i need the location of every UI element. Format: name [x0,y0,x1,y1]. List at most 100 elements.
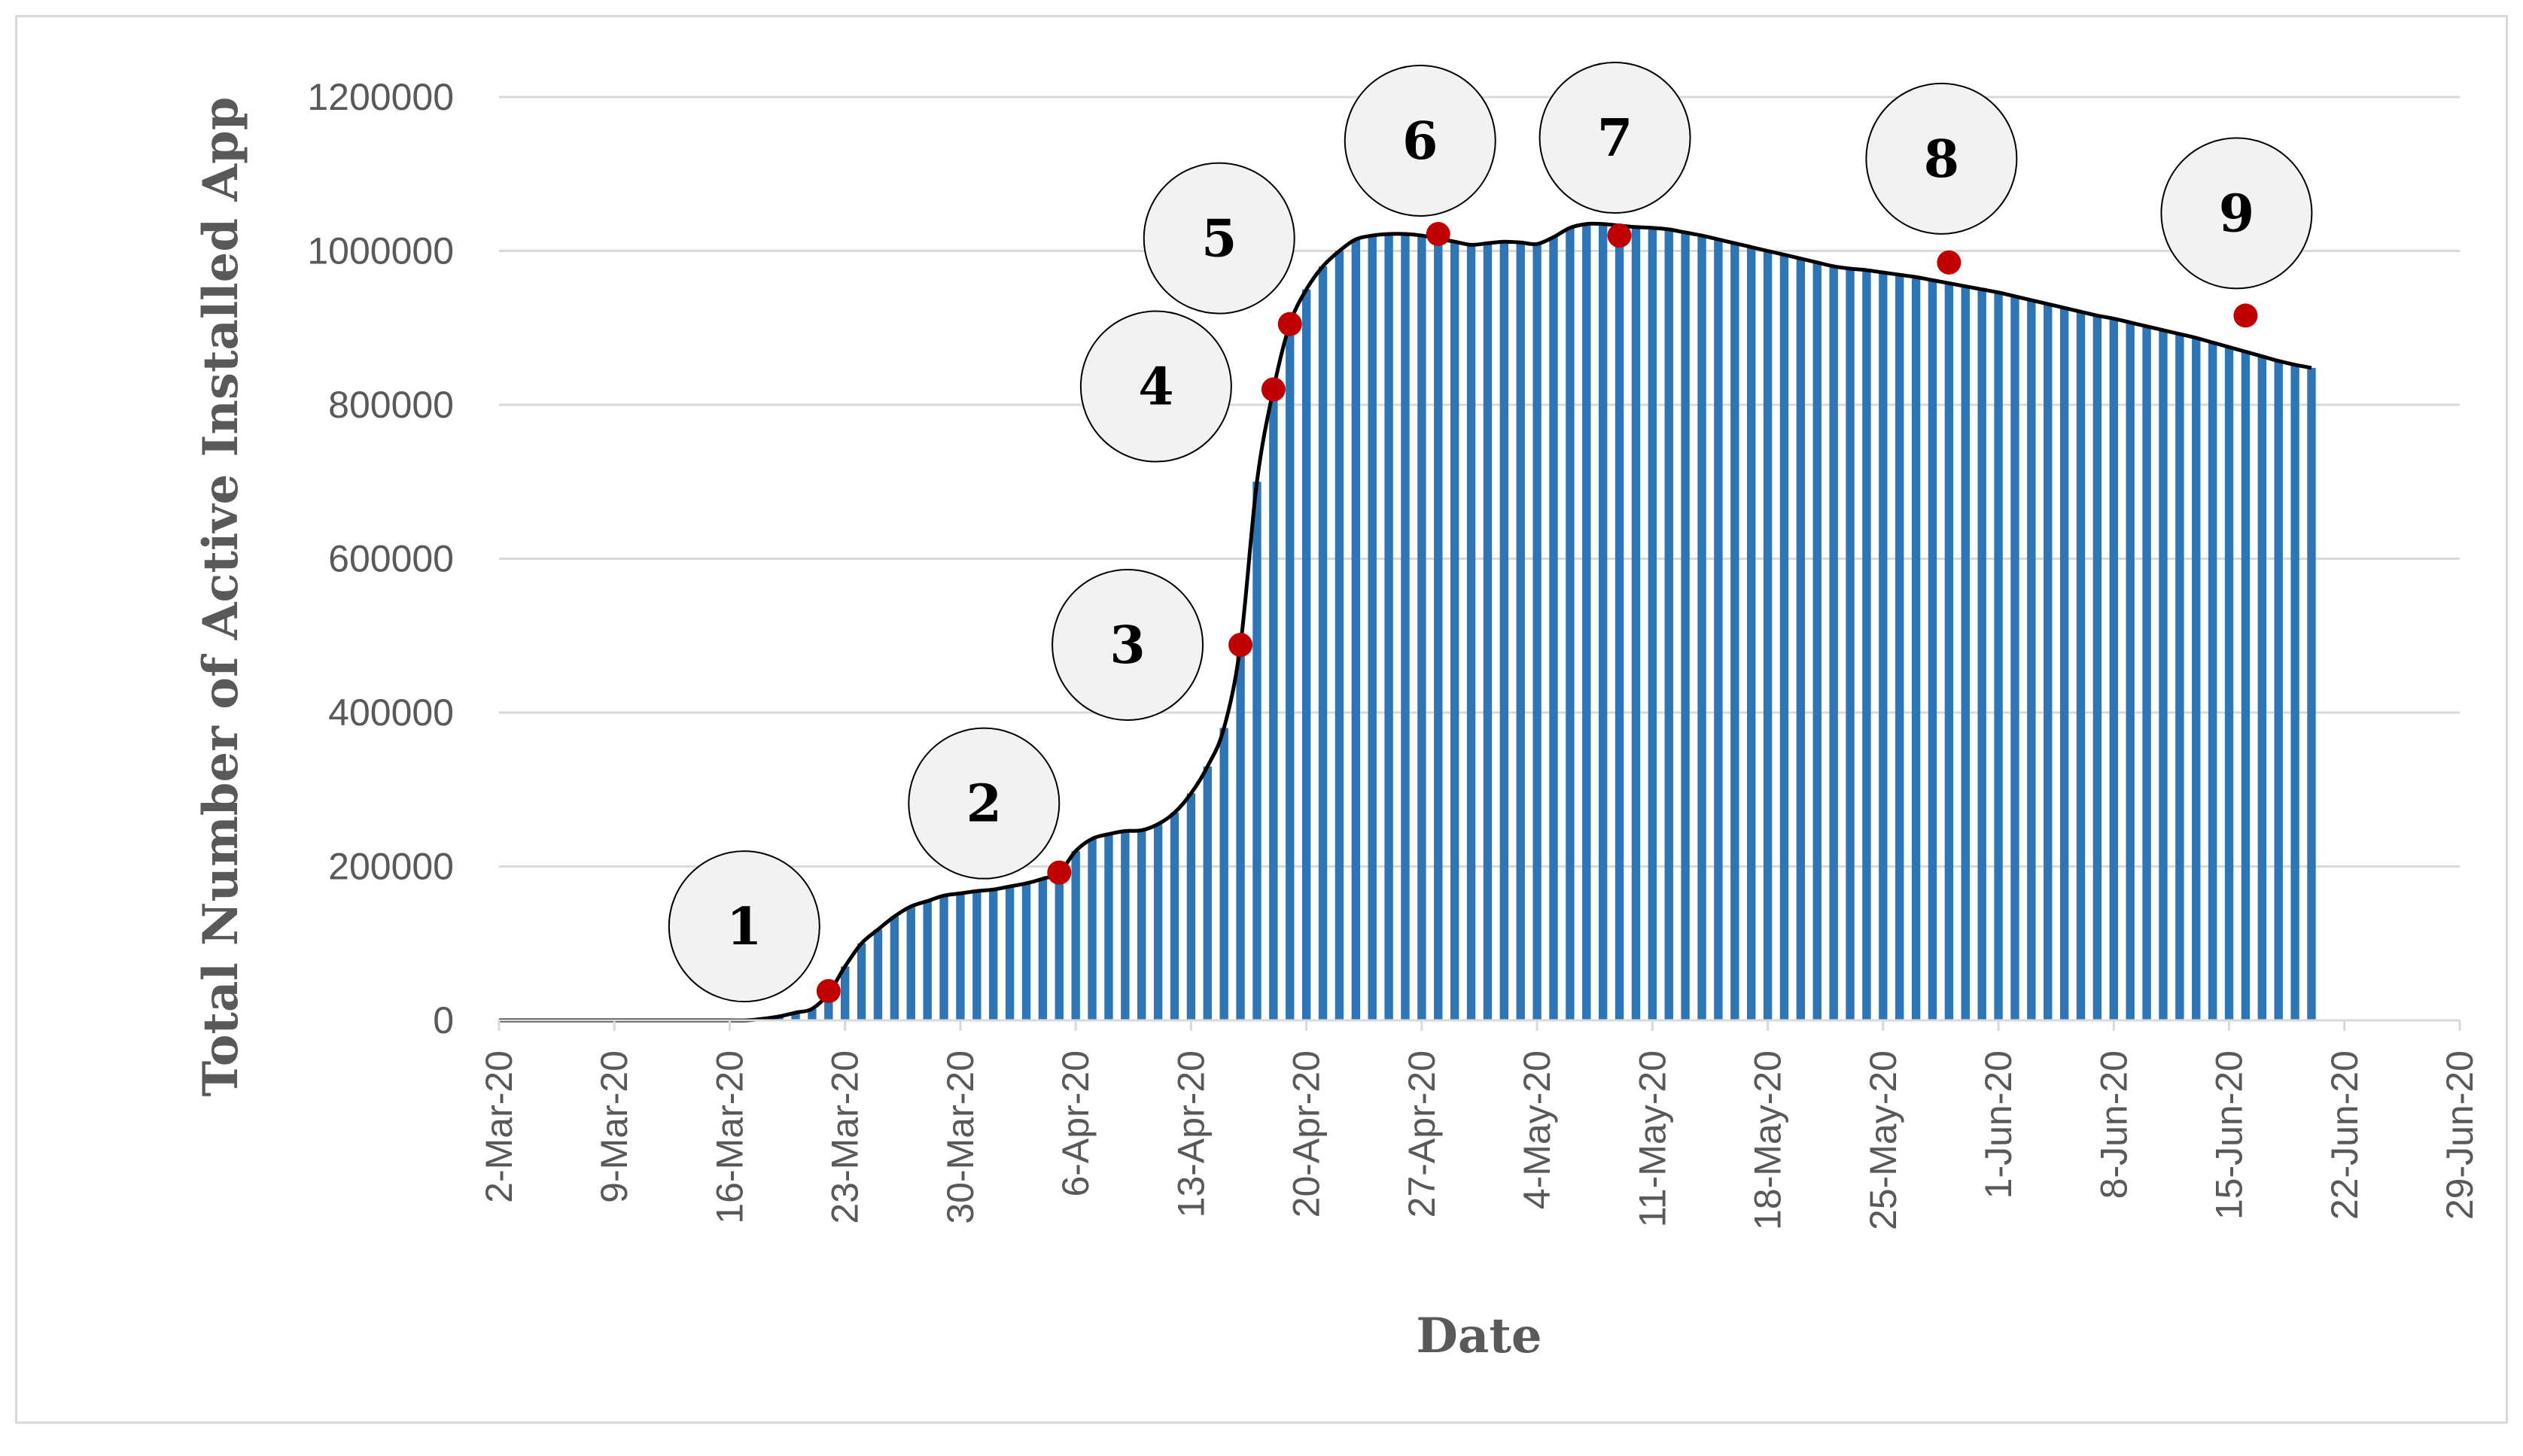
data-bar [1812,262,1821,1020]
data-bar [989,889,998,1020]
data-bar [2241,351,2251,1020]
data-bar [1203,766,1212,1020]
data-bar [1401,234,1410,1020]
x-tick-label: 23-Mar-20 [824,1050,866,1224]
data-bar [890,916,899,1020]
annotation-label: 4 [1138,357,1173,418]
data-bar [1499,242,1509,1021]
data-bar [1763,251,1773,1020]
data-bar [1153,824,1163,1020]
data-bar [1977,289,1986,1020]
data-bar [1615,225,1624,1020]
data-bar [1483,243,1493,1020]
data-bar [1005,886,1015,1020]
x-tick-label: 18-May-20 [1747,1050,1789,1230]
data-bar [1895,275,1904,1020]
data-bar [1269,389,1278,1020]
data-bar [791,1012,800,1020]
series-line [499,221,2312,1023]
data-bar [1088,838,1097,1020]
x-tick-label: 25-May-20 [1862,1050,1904,1230]
y-tick-label: 0 [433,999,454,1041]
data-bar [857,943,866,1020]
data-bar [1747,247,1756,1021]
data-bar [956,893,965,1020]
data-bar [1582,223,1591,1020]
annotation-point [1607,223,1632,248]
bar-series [758,223,2316,1021]
data-bar [1186,793,1196,1020]
annotation-point [1426,222,1450,247]
x-tick-labels: 2-Mar-20 9-Mar-20 16-Mar-20 23-Mar-20 30-Mar… [478,1050,2481,1230]
data-bar [972,891,982,1020]
data-bar [1829,266,1838,1020]
data-bar [1121,831,1130,1020]
chart-svg: 020000040000060000080000010000001200000 … [193,62,2481,1364]
annotation-circle [1079,310,1232,463]
annotation-point [1937,250,1961,275]
annotations: 1 2 3 4 5 6 7 8 9 [668,62,2313,1004]
x-axis-title: Date [1416,1308,1541,1364]
x-tick-label: 4-May-20 [1516,1050,1558,1209]
data-bar [939,895,948,1020]
data-bar [2010,296,2019,1020]
x-tick-label: 16-Mar-20 [708,1050,750,1224]
x-tick-label: 22-Jun-20 [2324,1050,2366,1220]
data-bar [1104,834,1113,1020]
x-tick-label: 8-Jun-20 [2092,1050,2135,1199]
x-tick-label: 27-Apr-20 [1401,1050,1443,1217]
data-bar [2159,330,2168,1020]
annotation-circle [908,727,1061,880]
x-tick-label: 29-Jun-20 [2439,1050,2481,1220]
data-bar [2109,318,2118,1021]
data-bar [1170,812,1179,1020]
data-bar [1137,830,1146,1020]
y-tick-label: 400000 [328,692,454,734]
x-tick-label: 11-May-20 [1631,1050,1673,1227]
annotation-point [2233,303,2258,328]
data-bar [1549,237,1558,1021]
data-bar [1417,236,1426,1020]
data-bar [1351,239,1361,1021]
annotation-marker-6: 6 [1344,65,1496,247]
annotation-circle [1344,65,1496,217]
data-bar [1384,234,1393,1020]
y-axis-title: Total Number of Active Installed App [193,96,249,1096]
data-bar [2290,364,2299,1021]
data-bar [1021,883,1031,1020]
axes [498,1019,2461,1031]
data-bar [2224,347,2234,1020]
data-bar [1450,242,1459,1021]
annotation-marker-1: 1 [668,850,841,1004]
annotation-label: 8 [1924,129,1959,190]
annotation-point [1228,633,1253,658]
annotation-point [1277,312,1302,336]
data-bar [1301,289,1311,1020]
data-bar [2192,338,2201,1021]
y-tick-label: 200000 [328,846,454,888]
annotation-marker-7: 7 [1538,62,1691,248]
data-bar [2142,326,2151,1021]
data-bar [923,901,932,1020]
annotation-circle [668,850,820,1003]
annotation-circle [2160,137,2313,290]
data-bar [1779,254,1789,1020]
data-bar [1466,245,1476,1020]
data-bar [775,1016,784,1020]
x-tick-label: 9-Mar-20 [593,1050,635,1203]
annotation-point [1047,860,1072,885]
y-tick-label: 600000 [328,538,454,580]
data-bar [1879,272,1888,1020]
data-bar [808,1008,817,1020]
annotation-marker-2: 2 [908,727,1072,885]
data-bar [1055,872,1064,1020]
data-bar [1796,258,1806,1021]
data-bar [2027,299,2036,1020]
y-tick-labels: 0 200000 400000 600000 800000 1000000 1200000 [307,76,454,1041]
data-bar [1286,324,1295,1020]
data-bar [1598,223,1608,1020]
line-series [499,221,2312,1023]
data-bar [873,929,883,1020]
data-bar [2059,308,2069,1020]
x-tick-label: 30-Mar-20 [939,1050,982,1224]
